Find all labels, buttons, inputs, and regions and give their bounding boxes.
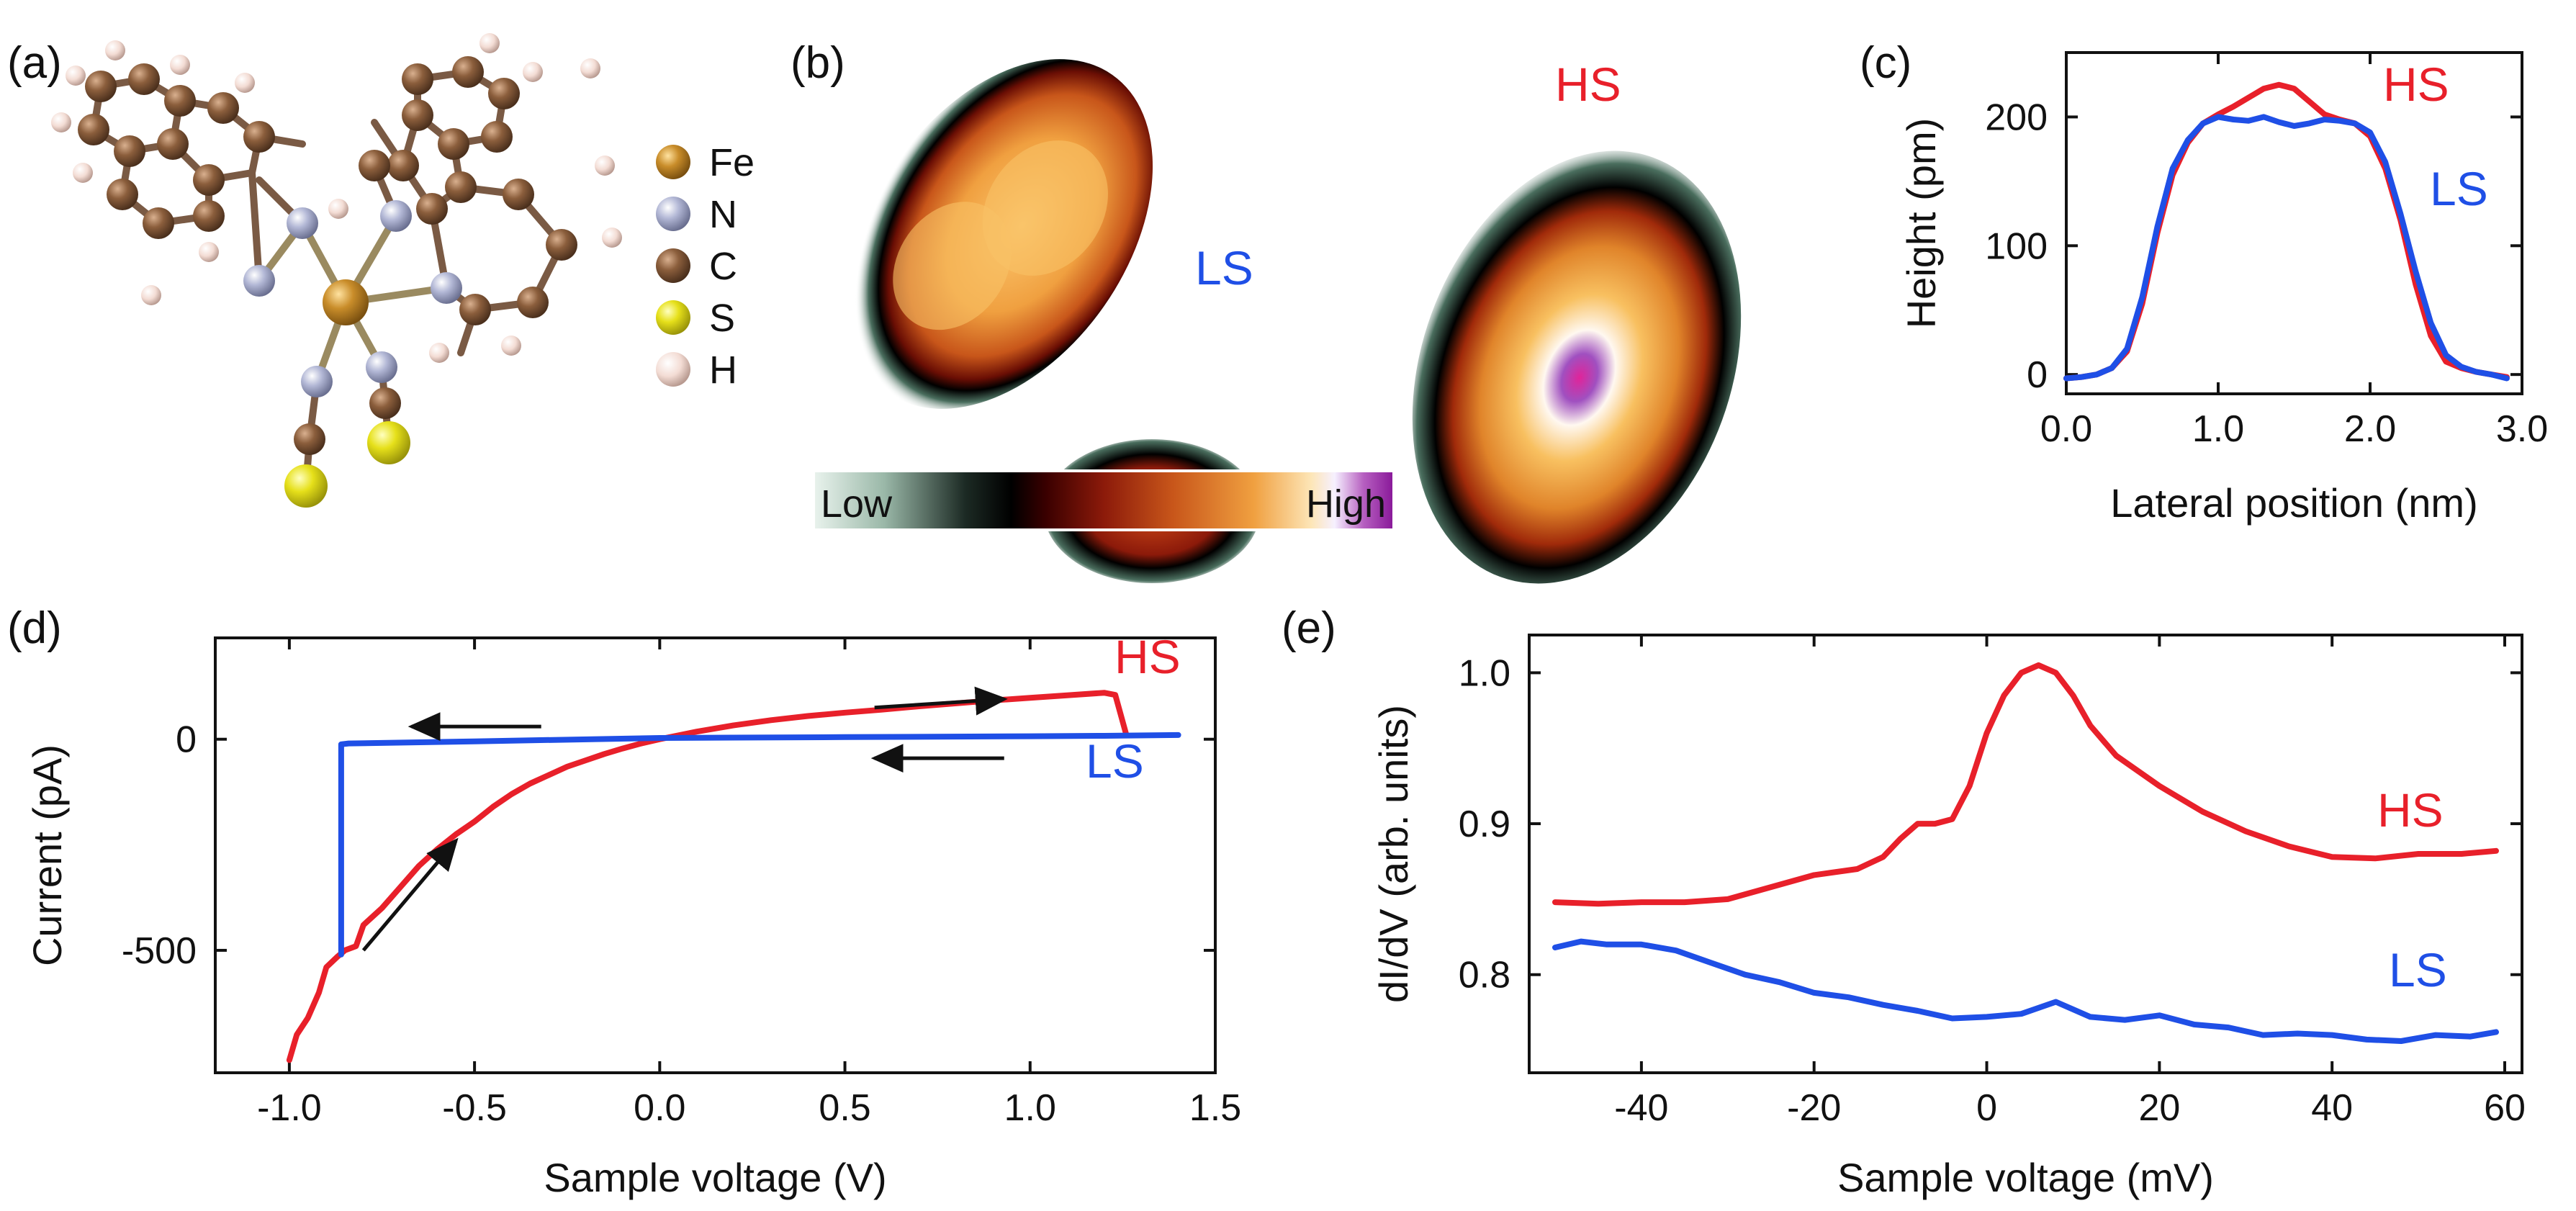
stm-image	[848, 59, 1742, 584]
series-label-e-ls: LS	[2389, 943, 2447, 996]
molecule-atoms	[51, 33, 622, 508]
x-tick-label-c: 1.0	[2192, 408, 2244, 450]
colorbar-low-label: Low	[821, 482, 893, 526]
colorbar-high-label: High	[1306, 482, 1386, 526]
x-tick-label-d: -0.5	[442, 1087, 507, 1129]
arrow-forward-upper-icon	[874, 686, 1008, 716]
arrow-forward-lower-icon	[361, 837, 459, 952]
y-tick-label-c: 200	[1985, 96, 2048, 138]
x-tick-label-e: 60	[2484, 1087, 2526, 1129]
x-axis-title-e: Sample voltage (mV)	[1837, 1155, 2214, 1200]
y-tick-label-e: 0.9	[1459, 803, 1510, 845]
x-tick-label-e: -40	[1614, 1087, 1668, 1129]
x-tick-label-d: -1.0	[257, 1087, 322, 1129]
panel-b: (b) Low High LS HS	[791, 38, 1742, 584]
hs-molecule-blob	[1412, 150, 1742, 584]
ls-molecule-blob	[848, 59, 1153, 409]
x-tick-label-e: 20	[2138, 1087, 2180, 1129]
panel-label-a: (a)	[7, 38, 62, 88]
x-tick-label-d: 0.0	[634, 1087, 685, 1129]
legend-swatch-n	[656, 197, 690, 231]
panel-label-d: (d)	[7, 603, 62, 653]
series-line-c-ls	[2063, 114, 2510, 382]
y-axis-title-e: dI/dV (arb. units)	[1371, 705, 1416, 1003]
x-tick-label-e: 0	[1976, 1087, 1997, 1129]
panel-label-c: (c)	[1860, 38, 1911, 88]
legend-swatch-s	[656, 300, 690, 335]
legend-label-fe: Fe	[709, 141, 755, 184]
x-tick-label-d: 0.5	[819, 1087, 870, 1129]
colorbar	[815, 472, 1392, 528]
plot-frame-e	[1528, 634, 2523, 1074]
series-label-e-hs: HS	[2377, 783, 2444, 837]
y-tick-label-d: -500	[122, 930, 197, 972]
series-label-c-hs: HS	[2383, 58, 2449, 111]
legend-swatch-fe	[656, 145, 690, 179]
panel-a: (a)	[7, 33, 755, 508]
chart-panel-e: (e) -40 -20 0 20 40 60 0.8 0.9 1.0 Sample voltage …	[1282, 603, 2526, 1200]
x-tick-label-c: 3.0	[2496, 408, 2548, 450]
molecule-structure	[51, 33, 622, 508]
x-tick-label-c: 2.0	[2344, 408, 2396, 450]
panel-label-e: (e)	[1282, 603, 1336, 653]
x-tick-label-d: 1.5	[1189, 1087, 1241, 1129]
legend-label-s: S	[709, 297, 735, 340]
legend-label-c: C	[709, 245, 737, 288]
plot-frame-d	[214, 636, 1217, 1074]
x-tick-label-c: 0.0	[2040, 408, 2092, 450]
series-label-d-ls: LS	[1086, 734, 1144, 788]
legend-swatch-c	[656, 248, 690, 283]
hs-label: HS	[1555, 58, 1621, 111]
series-line-e-hs	[1552, 662, 2499, 907]
y-tick-label-c: 100	[1985, 225, 2048, 267]
plot-frame-c	[2065, 51, 2523, 395]
series-line-d-hs	[286, 690, 1130, 1063]
y-axis-title-d: Current (pA)	[24, 744, 70, 966]
series-label-d-hs: HS	[1114, 630, 1181, 683]
ls-label: LS	[1195, 241, 1253, 294]
y-tick-label-c: 0	[2027, 354, 2048, 396]
chart-panel-c: (c) 0.0 1.0 2.0 3.0 0 100 200 Lateral position (…	[1860, 38, 2548, 526]
y-tick-label-e: 1.0	[1459, 652, 1510, 694]
y-axis-title-c: Height (pm)	[1899, 118, 1944, 329]
y-tick-label-e: 0.8	[1459, 955, 1510, 996]
y-tick-label-d: 0	[176, 719, 197, 761]
legend-label-n: N	[709, 193, 737, 236]
x-tick-label-e: -20	[1787, 1087, 1841, 1129]
x-tick-label-d: 1.0	[1004, 1087, 1056, 1129]
legend-swatch-h	[656, 352, 690, 387]
x-tick-label-e: 40	[2311, 1087, 2353, 1129]
series-line-e-ls	[1552, 938, 2499, 1044]
panel-label-b: (b)	[791, 38, 845, 88]
series-label-c-ls: LS	[2430, 162, 2488, 215]
legend-label-h: H	[709, 348, 737, 392]
series-line-d-ls	[338, 731, 1181, 958]
x-axis-title-d: Sample voltage (V)	[544, 1155, 886, 1200]
chart-panel-d: (d) -1.0 -0.5 0.0 0.5 1.0 1.5 0 -500 Sample volta…	[7, 603, 1241, 1200]
x-axis-title-c: Lateral position (nm)	[2110, 480, 2477, 526]
